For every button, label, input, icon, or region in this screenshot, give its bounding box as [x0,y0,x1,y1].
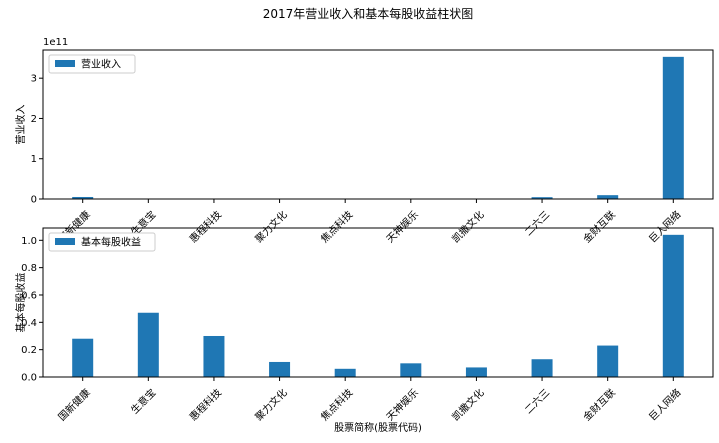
legend-label: 基本每股收益 [81,236,141,249]
bar-基本每股收益-国新健康 [72,339,93,377]
bar-基本每股收益-生意宝 [138,313,159,377]
y-tick-label: 2 [31,114,37,125]
bar-基本每股收益-巨人网络 [663,235,684,377]
legend-label: 营业收入 [81,58,121,71]
bar-基本每股收益-聚力文化 [269,362,290,377]
y-tick-label: 0 [31,195,37,206]
bar-基本每股收益-焦点科技 [335,369,356,377]
x-axis-label: 股票简称(股票代码) [334,421,422,434]
figure-title: 2017年营业收入和基本每股收益柱状图 [263,6,474,21]
y-tick-label: 3 [31,74,37,85]
bar-营业收入-金财互联 [597,195,618,199]
bar-基本每股收益-惠程科技 [203,336,224,377]
y-axis-label: 营业收入 [14,105,27,145]
y-tick-label: 1 [31,154,37,165]
y-tick-label: 0.0 [21,373,37,384]
bar-基本每股收益-金财互联 [597,346,618,377]
legend: 营业收入 [49,55,135,73]
legend: 基本每股收益 [49,233,155,251]
legend-swatch [55,60,75,67]
y-tick-label: 0.8 [21,263,37,274]
bar-基本每股收益-凯撒文化 [466,367,487,377]
bar-营业收入-巨人网络 [663,57,684,199]
bar-基本每股收益-天神娱乐 [400,363,421,377]
y-tick-label: 1.0 [21,236,37,247]
y-offset-label: 1e11 [43,37,68,48]
y-tick-label: 0.2 [21,345,37,356]
bar-基本每股收益-二六三 [532,359,553,377]
legend-swatch [55,238,75,245]
y-axis-label: 基本每股收益 [14,273,27,333]
